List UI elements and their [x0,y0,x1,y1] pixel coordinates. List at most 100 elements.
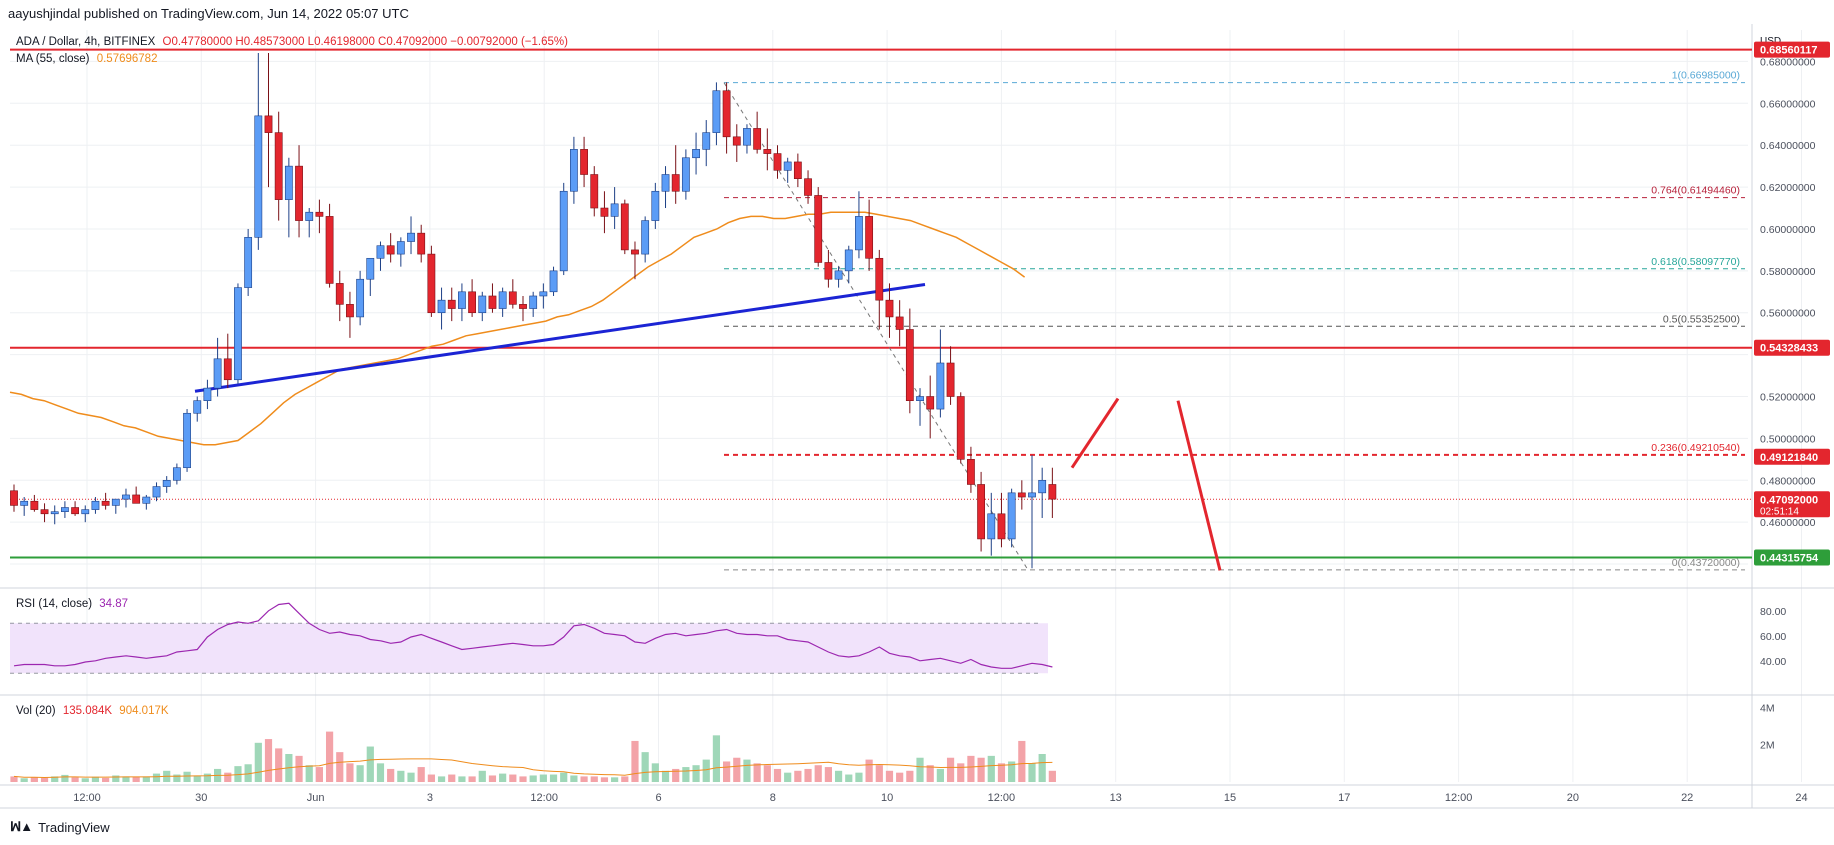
ma-label: MA (55, close) [16,53,90,65]
rsi-legend: RSI (14, close) 34.87 [16,598,128,610]
volume-bar [1038,754,1046,782]
volume-bar [132,776,140,782]
candle-body [926,396,935,410]
candle-body [946,362,955,397]
volume-bar [499,773,507,782]
ohlc-values: O0.47780000 H0.48573000 L0.46198000 C0.4… [162,36,568,48]
volume-bar [814,765,822,782]
volume-bar [957,763,965,782]
candle-body [376,245,385,259]
symbol-label: ADA / Dollar, 4h, BITFINEX [16,36,156,48]
volume-bar [71,777,79,782]
candle-body [447,299,456,309]
candle-body [223,358,232,381]
candle-body [559,190,568,272]
brand-name: TradingView [38,819,110,835]
candle-body [885,299,894,318]
time-tick-label: 22 [1681,792,1693,804]
price-label-box [1754,339,1830,356]
candle-body [122,494,130,500]
volume-bar [427,774,435,782]
rsi-tick-label: 40.00 [1760,656,1786,668]
candle-body [498,291,507,309]
candle-body [40,509,49,515]
forecast-up-line [1070,397,1120,469]
candle-body [814,195,823,263]
volume-bar [10,776,18,782]
candle-body [773,153,782,171]
time-tick-label: 12:00 [530,792,558,804]
volume-bar [865,759,873,782]
price-tick-label: 0.48000000 [1760,475,1816,487]
volume-bar [1048,770,1056,782]
candle-body [346,304,354,318]
candle-body [1038,479,1047,494]
candle-body [743,128,751,146]
price-tick-label: 0.58000000 [1760,266,1816,278]
candle-body [458,291,466,309]
volume-bar [346,763,354,782]
candle-body [834,270,843,280]
volume-bar [152,773,161,782]
volume-bar [794,770,802,782]
volume-bar [387,768,395,782]
volume-bar [631,740,639,782]
time-tick-label: 17 [1338,792,1350,804]
volume-bar [142,776,150,782]
candle-body [10,490,18,506]
time-tick-label: 20 [1567,792,1579,804]
candle-body [977,484,985,540]
volume-bar [234,766,242,782]
candle-body [519,304,527,309]
volume-bar [946,757,955,782]
volume-bar [977,757,985,782]
volume-bar [264,739,273,782]
volume-bar [173,774,181,782]
rsi-tick-label: 80.00 [1760,606,1786,618]
price-label-text: 0.44315754 [1760,552,1819,564]
volume-bar [305,765,313,782]
time-tick-label: Jun [307,792,325,804]
volume-bar [743,759,751,782]
volume-bar [203,773,212,782]
tradingview-logo[interactable]: ꟽ▲ TradingView [10,819,110,835]
candle-body [488,295,497,309]
volume-bar [488,775,497,782]
volume-bar [193,775,201,782]
fib-level-label: 1(0.66985000) [1672,70,1740,82]
candle-body [681,157,690,192]
candle-body [692,149,700,159]
candle-body [81,509,90,515]
time-tick-label: 15 [1224,792,1236,804]
volume-bar [896,772,904,782]
volume-bar [183,771,191,782]
volume-bar [539,774,547,782]
candle-body [916,396,924,401]
volume-bar [417,767,425,782]
price-tick-label: 0.64000000 [1760,140,1816,152]
publisher-line: aayushjindal published on TradingView.co… [8,6,409,21]
volume-bar [61,774,69,782]
volume-bar [773,768,782,782]
fib-level-label: 0.236(0.49210540) [1651,442,1740,454]
candle-body [152,486,161,498]
volume-bar [987,755,995,782]
volume-bar [997,763,1006,782]
fib-level-label: 0.5(0.55352500) [1663,313,1740,325]
volume-bar [733,757,741,782]
volume-bar [682,767,690,782]
volume-bar [661,770,670,782]
candle-body [478,295,487,314]
candle-body [50,511,59,515]
volume-bar [30,777,38,782]
price-label-box [1754,448,1830,465]
volume-bar [916,757,924,782]
price-tick-label: 0.56000000 [1760,308,1816,320]
candle-body [651,190,660,221]
symbol-legend: ADA / Dollar, 4h, BITFINEX O0.47780000 H… [16,36,568,48]
candle-body [437,299,446,314]
volume-bar [295,755,303,782]
candle-body [132,494,141,504]
candle-body [162,479,171,487]
